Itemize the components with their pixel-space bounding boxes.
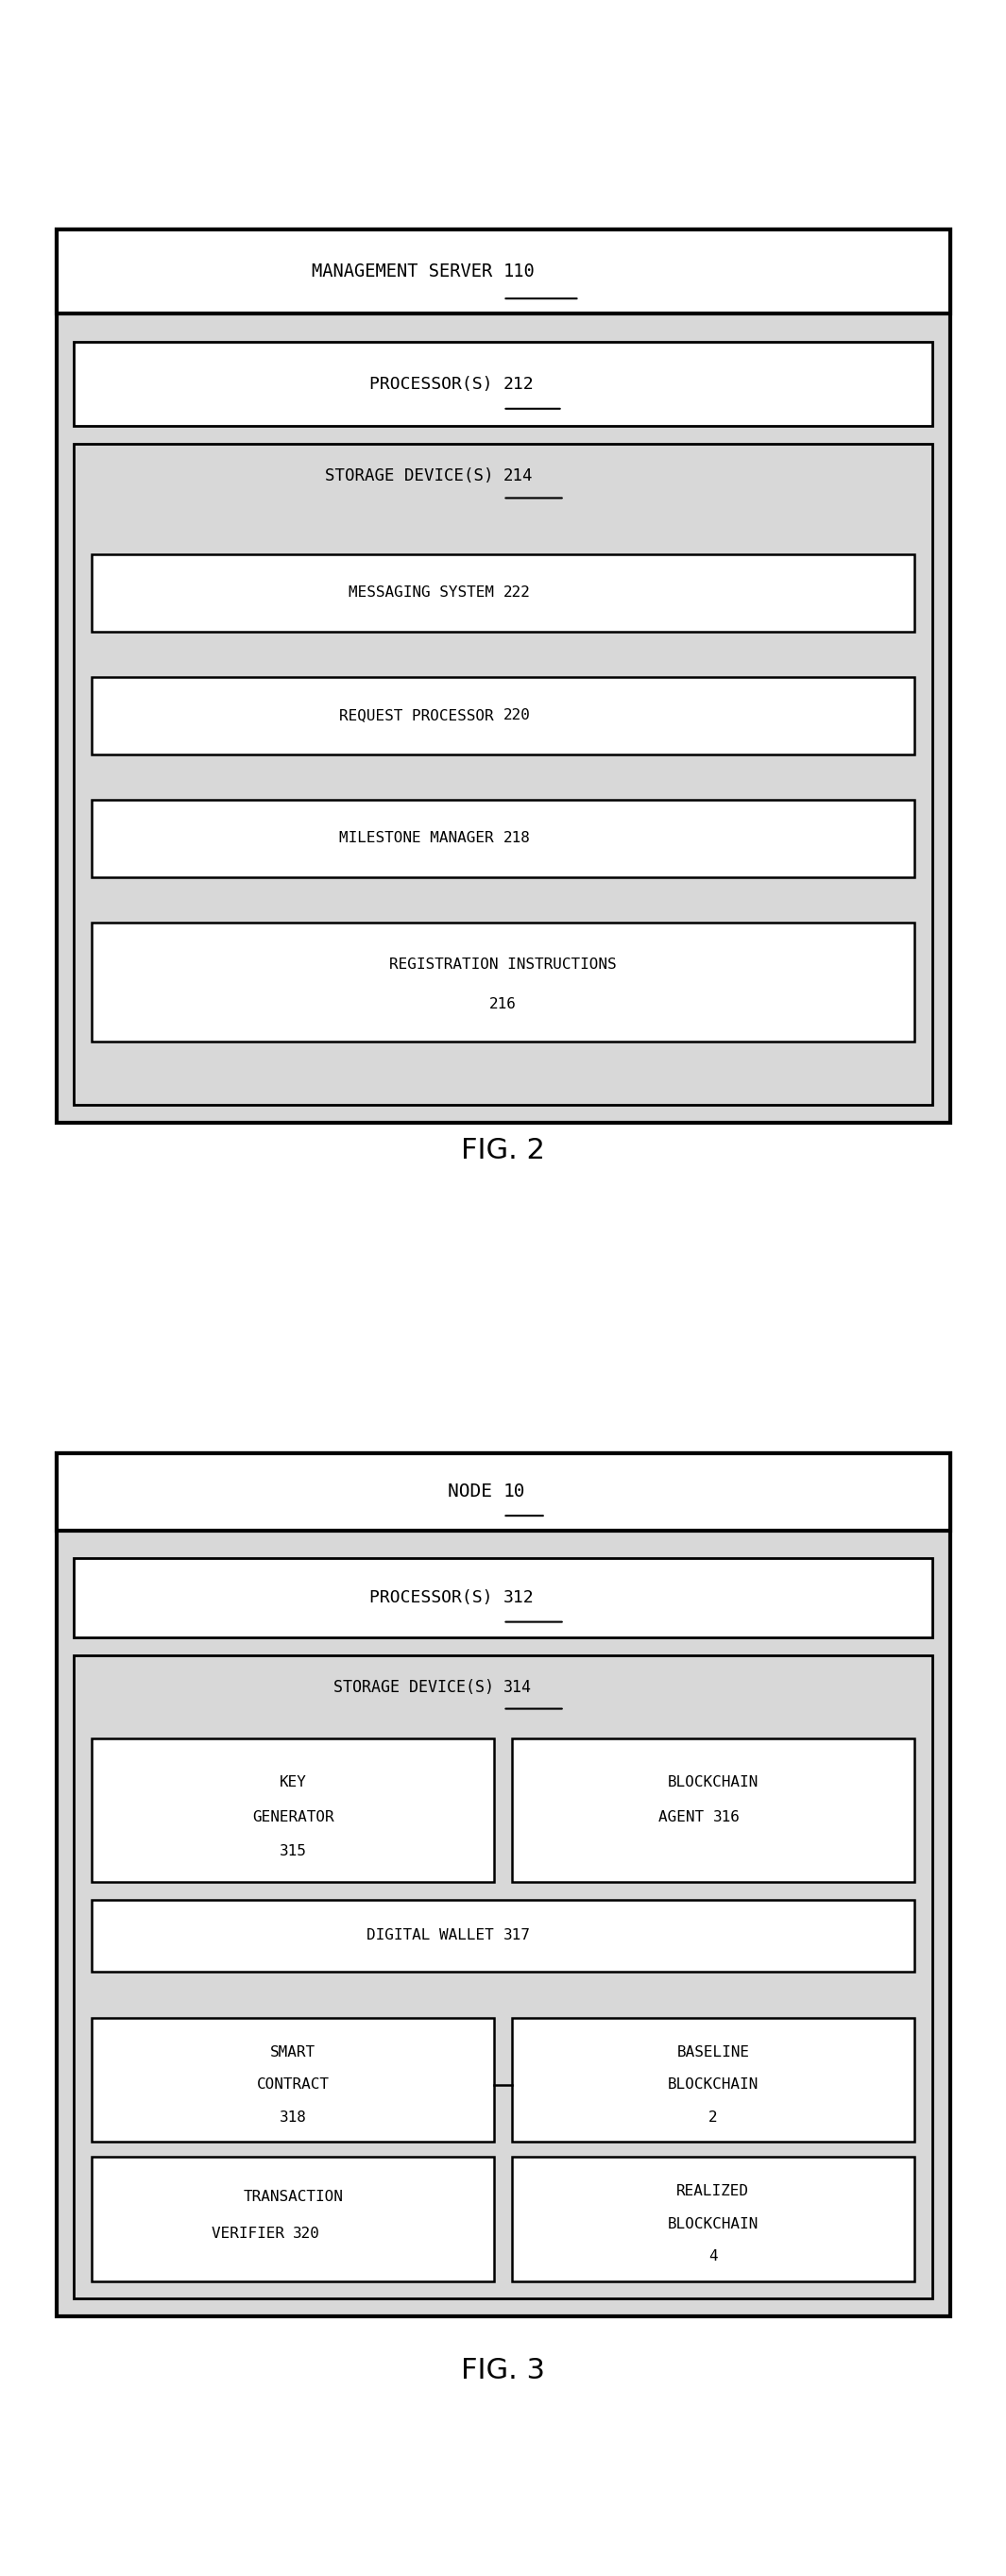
FancyBboxPatch shape xyxy=(92,677,914,755)
Text: DIGITAL WALLET: DIGITAL WALLET xyxy=(366,1929,503,1942)
FancyBboxPatch shape xyxy=(512,1739,914,1883)
Text: 314: 314 xyxy=(503,1680,531,1698)
FancyBboxPatch shape xyxy=(74,443,932,1105)
Text: SMART: SMART xyxy=(271,2045,316,2058)
Text: TRANSACTION: TRANSACTION xyxy=(243,2190,343,2205)
Text: GENERATOR: GENERATOR xyxy=(253,1811,334,1824)
Text: 212: 212 xyxy=(503,376,534,392)
FancyBboxPatch shape xyxy=(74,1656,932,2298)
Text: 218: 218 xyxy=(503,832,530,845)
FancyBboxPatch shape xyxy=(74,1558,932,1638)
Text: 222: 222 xyxy=(503,585,530,600)
Text: PROCESSOR(S): PROCESSOR(S) xyxy=(369,1589,503,1607)
FancyBboxPatch shape xyxy=(56,1453,950,1530)
Text: 220: 220 xyxy=(503,708,530,724)
Text: 216: 216 xyxy=(489,997,517,1010)
Text: MESSAGING SYSTEM: MESSAGING SYSTEM xyxy=(348,585,503,600)
FancyBboxPatch shape xyxy=(92,922,914,1041)
FancyBboxPatch shape xyxy=(92,1739,494,1883)
Text: STORAGE DEVICE(S): STORAGE DEVICE(S) xyxy=(325,469,503,484)
Text: NODE: NODE xyxy=(448,1484,503,1502)
FancyBboxPatch shape xyxy=(92,2156,494,2280)
FancyBboxPatch shape xyxy=(56,229,950,314)
Text: 214: 214 xyxy=(503,469,533,484)
FancyBboxPatch shape xyxy=(92,799,914,876)
FancyBboxPatch shape xyxy=(92,554,914,631)
Text: KEY: KEY xyxy=(280,1775,307,1790)
Text: BASELINE: BASELINE xyxy=(677,2045,749,2058)
Text: 312: 312 xyxy=(503,1589,534,1607)
Text: STORAGE DEVICE(S): STORAGE DEVICE(S) xyxy=(333,1680,503,1698)
FancyBboxPatch shape xyxy=(92,2017,494,2143)
Text: CONTRACT: CONTRACT xyxy=(257,2079,329,2092)
Text: 10: 10 xyxy=(503,1484,525,1502)
Text: MANAGEMENT SERVER: MANAGEMENT SERVER xyxy=(312,263,503,281)
Text: PROCESSOR(S): PROCESSOR(S) xyxy=(369,376,503,392)
Text: REQUEST PROCESSOR: REQUEST PROCESSOR xyxy=(339,708,503,724)
Text: 316: 316 xyxy=(713,1811,740,1824)
Text: VERIFIER: VERIFIER xyxy=(211,2226,293,2241)
Text: MILESTONE MANAGER: MILESTONE MANAGER xyxy=(339,832,503,845)
Text: FIG. 3: FIG. 3 xyxy=(461,2357,545,2385)
FancyBboxPatch shape xyxy=(56,229,950,1123)
Text: FIG. 2: FIG. 2 xyxy=(461,1136,545,1164)
Text: 320: 320 xyxy=(293,2226,320,2241)
Text: 2: 2 xyxy=(708,2110,717,2125)
FancyBboxPatch shape xyxy=(74,343,932,425)
Text: 4: 4 xyxy=(708,2249,717,2264)
FancyBboxPatch shape xyxy=(92,1901,914,1971)
FancyBboxPatch shape xyxy=(56,1453,950,2316)
Text: BLOCKCHAIN: BLOCKCHAIN xyxy=(668,2218,759,2231)
FancyBboxPatch shape xyxy=(512,2156,914,2280)
Text: REGISTRATION INSTRUCTIONS: REGISTRATION INSTRUCTIONS xyxy=(389,958,617,971)
Text: 110: 110 xyxy=(503,263,535,281)
Text: BLOCKCHAIN: BLOCKCHAIN xyxy=(668,1775,759,1790)
Text: 315: 315 xyxy=(280,1844,307,1860)
Text: REALIZED: REALIZED xyxy=(677,2184,749,2197)
Text: 317: 317 xyxy=(503,1929,530,1942)
FancyBboxPatch shape xyxy=(512,2017,914,2143)
Text: BLOCKCHAIN: BLOCKCHAIN xyxy=(668,2079,759,2092)
Text: AGENT: AGENT xyxy=(659,1811,713,1824)
Text: 318: 318 xyxy=(280,2110,307,2125)
